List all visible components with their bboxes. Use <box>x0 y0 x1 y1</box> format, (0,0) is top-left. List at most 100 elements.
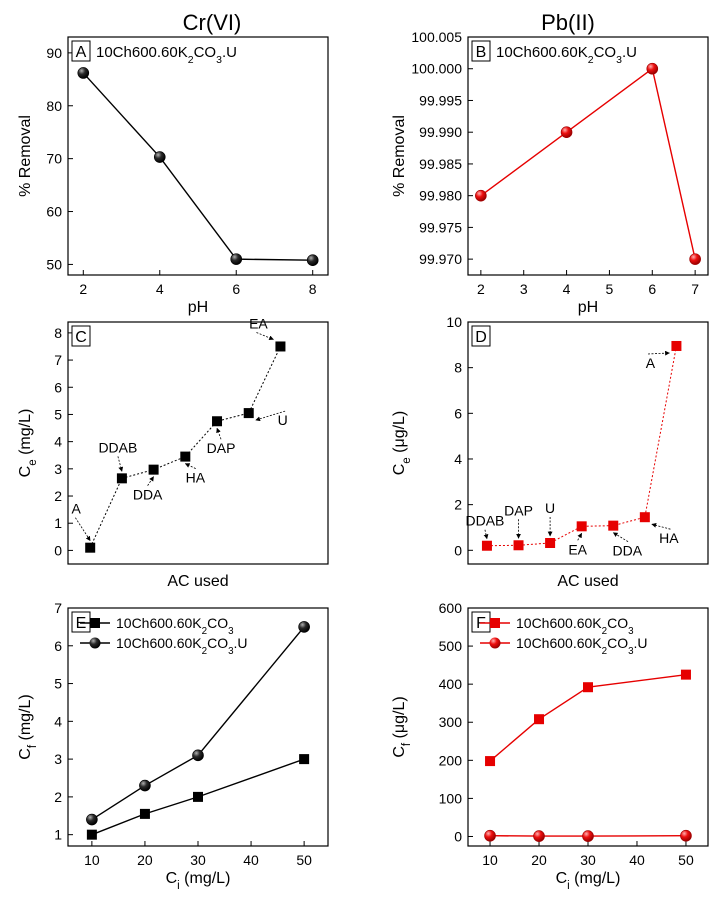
y-tick-label: 400 <box>439 676 463 692</box>
legend-marker <box>90 618 100 628</box>
data-point <box>77 67 90 79</box>
point-label: A <box>72 501 82 517</box>
column-title-crvi: Cr(VI) <box>183 10 242 35</box>
data-point <box>646 62 659 75</box>
x-tick-label: 20 <box>531 852 547 868</box>
x-tick-label: 40 <box>629 852 645 868</box>
panel-b: 99.970 99.975 99.980 99.985 99.990 99.995 100.… <box>391 29 709 316</box>
x-axis-label: Ci (mg/L) <box>556 870 621 892</box>
x-tick-label: 20 <box>137 852 153 868</box>
x-tick-label: 4 <box>563 281 571 297</box>
label-arrow <box>651 523 671 530</box>
data-point <box>485 756 496 767</box>
x-axis-label: pH <box>188 299 208 316</box>
point-label: HA <box>186 470 206 486</box>
y-tick-label: 4 <box>54 713 62 729</box>
y-tick-label: 300 <box>439 714 463 730</box>
data-point <box>583 682 593 693</box>
data-point <box>560 126 573 138</box>
x-tick-label: 6 <box>232 281 240 297</box>
label-arrow <box>483 529 489 540</box>
column-title-pbii: Pb(II) <box>541 10 595 35</box>
point-label: HA <box>659 530 679 546</box>
y-tick-label: 3 <box>54 751 62 767</box>
data-point <box>275 341 286 352</box>
y-tick-label: 90 <box>46 45 62 61</box>
x-axis-label: Ci (mg/L) <box>166 870 231 892</box>
panel-a: 50 60 70 80 90 2 4 6 8 pH % Removal A 10Ch600.60K2CO… <box>17 36 329 316</box>
panel-letter: C <box>75 329 87 346</box>
point-label: DDA <box>133 487 163 503</box>
label-arrow <box>75 517 91 542</box>
x-tick-label: 6 <box>648 281 656 297</box>
data-point <box>180 451 191 462</box>
data-point <box>545 537 556 548</box>
data-point <box>86 829 97 840</box>
panel-letter-box <box>471 40 491 62</box>
panel-letter-box <box>471 325 491 347</box>
label-arrow <box>117 456 124 472</box>
x-tick-label: 3 <box>520 281 528 297</box>
y-tick-label: 3 <box>54 461 62 477</box>
x-tick-label: 4 <box>156 281 164 297</box>
data-point <box>608 520 619 531</box>
y-axis-label: Ce (mg/L) <box>17 409 39 478</box>
data-point <box>639 512 650 523</box>
legend-marker <box>490 618 500 628</box>
y-tick-label: 6 <box>54 638 62 654</box>
data-point <box>576 521 587 532</box>
y-tick-label: 2 <box>454 497 462 513</box>
y-tick-label: 6 <box>54 379 62 395</box>
label-arrow <box>648 350 670 356</box>
data-point <box>298 621 310 633</box>
series-line <box>480 67 696 260</box>
label-arrow <box>256 332 274 341</box>
y-tick-label: 500 <box>439 638 463 654</box>
x-tick-label: 5 <box>606 281 614 297</box>
y-tick-label: 99.990 <box>419 124 462 140</box>
y-tick-label: 100 <box>439 790 463 806</box>
x-axis-label: pH <box>578 299 598 316</box>
plot-frame <box>67 36 329 276</box>
y-tick-label: 4 <box>54 434 62 450</box>
x-axis-label: AC used <box>167 573 228 590</box>
y-tick-label: 7 <box>54 600 62 616</box>
x-tick-label: 2 <box>477 281 485 297</box>
data-point <box>243 408 254 419</box>
y-tick-label: 70 <box>46 151 62 167</box>
data-point <box>85 542 96 553</box>
sample-annotation: 10Ch600.60K2CO3.U <box>96 44 237 66</box>
point-label: DDA <box>612 543 642 559</box>
y-axis-label: Cf (μg/L) <box>391 696 413 757</box>
panel-letter: D <box>475 329 487 346</box>
legend-label: 10Ch600.60K2CO3 <box>116 615 234 637</box>
label-arrow <box>216 427 222 440</box>
data-point <box>116 473 127 484</box>
legend-label: 10Ch600.60K2CO3.U <box>116 635 248 657</box>
y-axis-label: Ce (μg/L) <box>391 411 413 476</box>
data-point <box>193 791 203 802</box>
label-arrow <box>184 463 196 469</box>
y-tick-label: 1 <box>54 515 62 531</box>
data-point <box>689 253 701 265</box>
plot-frame <box>467 321 709 565</box>
plot-frame <box>67 321 329 565</box>
y-tick-label: 99.970 <box>419 251 462 267</box>
x-tick-label: 50 <box>296 852 312 868</box>
y-axis-label: Cf (mg/L) <box>17 694 39 759</box>
data-point <box>582 830 594 842</box>
y-tick-label: 4 <box>454 451 462 467</box>
legend-marker <box>89 637 101 649</box>
series-line <box>489 673 687 762</box>
data-point <box>148 464 159 475</box>
y-tick-label: 99.980 <box>419 188 462 204</box>
y-axis-label: % Removal <box>17 115 34 197</box>
point-label: DDAB <box>465 513 504 529</box>
x-tick-label: 7 <box>691 281 699 297</box>
point-label: DAP <box>504 502 533 518</box>
x-tick-label: 40 <box>243 852 259 868</box>
data-point <box>212 416 223 427</box>
